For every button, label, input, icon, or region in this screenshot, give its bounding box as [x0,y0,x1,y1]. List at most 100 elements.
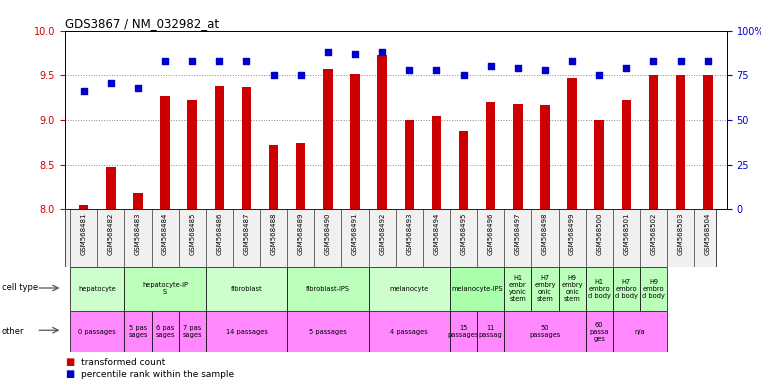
Text: fibroblast: fibroblast [231,286,263,292]
Text: GSM568489: GSM568489 [298,212,304,255]
Point [186,58,199,64]
Text: 0 passages: 0 passages [78,329,116,334]
FancyBboxPatch shape [70,267,124,311]
FancyBboxPatch shape [179,311,205,352]
Point [78,88,90,94]
Point [376,49,388,55]
Bar [648,75,658,209]
Text: 6 pas
sages: 6 pas sages [155,325,175,338]
FancyBboxPatch shape [505,267,531,311]
Text: GSM568494: GSM568494 [434,212,439,255]
Bar [350,74,360,209]
Text: GSM568502: GSM568502 [651,212,657,255]
FancyBboxPatch shape [124,267,205,311]
FancyBboxPatch shape [613,267,640,311]
Text: n/a: n/a [635,329,645,334]
Point [105,79,117,86]
Text: GSM568503: GSM568503 [677,212,683,255]
FancyBboxPatch shape [586,311,613,352]
Text: 11
passag: 11 passag [479,325,502,338]
Bar [486,102,495,209]
FancyBboxPatch shape [450,267,505,311]
Text: H9
embro
d body: H9 embro d body [642,279,665,299]
Text: GSM568504: GSM568504 [705,212,711,255]
FancyBboxPatch shape [205,311,287,352]
Bar [242,87,251,209]
Point [349,51,361,57]
Point [702,58,714,64]
Text: GSM568490: GSM568490 [325,212,331,255]
FancyBboxPatch shape [287,267,368,311]
Point [511,65,524,71]
Point [403,67,416,73]
Text: percentile rank within the sample: percentile rank within the sample [81,370,234,379]
Text: 5 pas
sages: 5 pas sages [128,325,148,338]
FancyBboxPatch shape [287,311,368,352]
Bar [377,55,387,209]
Text: GSM568485: GSM568485 [189,212,196,255]
Bar [622,100,631,209]
FancyBboxPatch shape [586,267,613,311]
Text: GSM568482: GSM568482 [108,212,114,255]
Text: H1
embro
d body: H1 embro d body [587,279,610,299]
Bar [269,145,279,209]
FancyBboxPatch shape [640,267,667,311]
FancyBboxPatch shape [477,311,505,352]
Text: 60
passa
ges: 60 passa ges [590,321,609,342]
Bar [703,75,712,209]
Text: 50
passages: 50 passages [529,325,561,338]
Text: GSM568488: GSM568488 [271,212,276,255]
Text: hepatocyte-iP
S: hepatocyte-iP S [142,283,188,295]
Point [295,72,307,78]
FancyBboxPatch shape [70,311,124,352]
FancyBboxPatch shape [151,311,179,352]
Text: GSM568486: GSM568486 [216,212,222,255]
Point [457,72,470,78]
Text: transformed count: transformed count [81,358,166,367]
Text: GSM568493: GSM568493 [406,212,412,255]
Bar [161,96,170,209]
Text: GSM568496: GSM568496 [488,212,494,255]
Text: GSM568497: GSM568497 [515,212,521,255]
Text: hepatocyte: hepatocyte [78,286,116,292]
Text: GDS3867 / NM_032982_at: GDS3867 / NM_032982_at [65,17,219,30]
Text: ■: ■ [65,369,74,379]
Bar [594,120,604,209]
Text: H7
embro
d body: H7 embro d body [615,279,638,299]
Text: GSM568498: GSM568498 [542,212,548,255]
Text: melanocyte-IPS: melanocyte-IPS [451,286,503,292]
Point [322,49,334,55]
FancyBboxPatch shape [65,209,716,267]
Text: GSM568495: GSM568495 [460,212,466,255]
Point [268,72,280,78]
Bar [79,205,88,209]
Point [593,72,605,78]
Text: H1
embr
yonic
stem: H1 embr yonic stem [509,275,527,303]
Point [213,58,225,64]
Text: H7
embry
onic
stem: H7 embry onic stem [534,275,556,303]
Bar [133,193,143,209]
Bar [405,120,414,209]
Text: cell type: cell type [2,283,37,292]
Text: ■: ■ [65,357,74,367]
Text: GSM568501: GSM568501 [623,212,629,255]
Bar [568,78,577,209]
FancyBboxPatch shape [450,311,477,352]
Point [430,67,442,73]
Text: GSM568484: GSM568484 [162,212,168,255]
FancyBboxPatch shape [205,267,287,311]
Text: melanocyte: melanocyte [390,286,429,292]
FancyBboxPatch shape [368,267,450,311]
Bar [459,131,468,209]
Text: GSM568483: GSM568483 [135,212,141,255]
Point [566,58,578,64]
Text: H9
embry
onic
stem: H9 embry onic stem [562,275,583,303]
Text: 5 passages: 5 passages [309,329,347,334]
Text: GSM568487: GSM568487 [244,212,250,255]
Point [539,67,551,73]
Bar [215,86,224,209]
Text: GSM568499: GSM568499 [569,212,575,255]
Text: GSM568491: GSM568491 [352,212,358,255]
Bar [187,100,197,209]
FancyBboxPatch shape [559,267,586,311]
